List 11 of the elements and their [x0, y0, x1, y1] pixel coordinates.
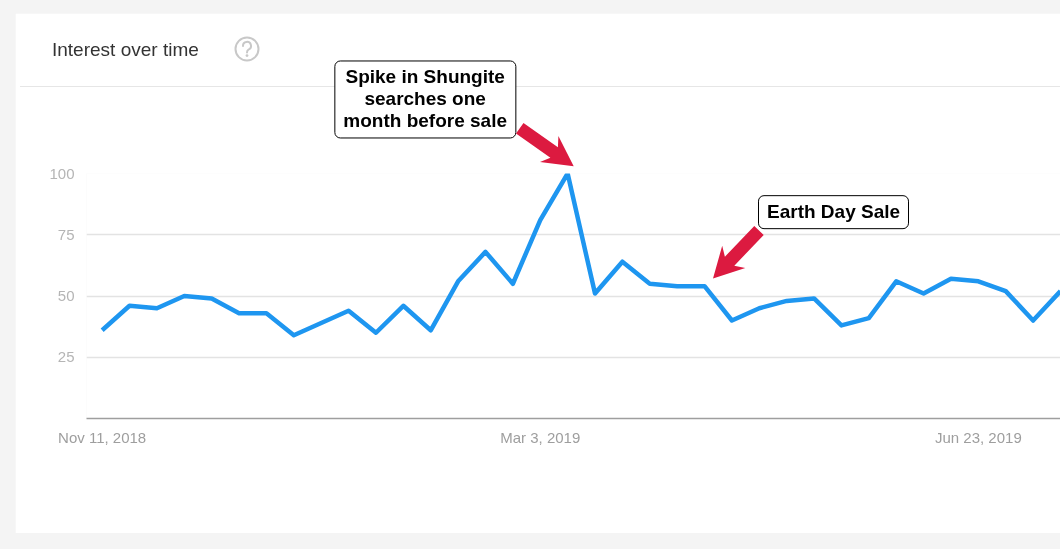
y-tick-label: 25 — [57, 348, 75, 366]
x-tick-label: Nov 11, 2018 — [58, 428, 147, 446]
x-tick-label: Mar 3, 2019 — [500, 428, 581, 446]
line-series — [99, 173, 1060, 338]
y-tick-label: 75 — [57, 225, 75, 243]
annotation: Earth Day Sale — [767, 201, 901, 223]
y-tick-label: 100 — [49, 164, 75, 182]
text: Spike in Shungite searches one month before sale — [343, 66, 507, 132]
chart-title: Interest over time — [52, 38, 199, 63]
x-tick-label: Jun 23, 2019 — [934, 428, 1022, 446]
y-tick-label: 50 — [57, 287, 75, 304]
